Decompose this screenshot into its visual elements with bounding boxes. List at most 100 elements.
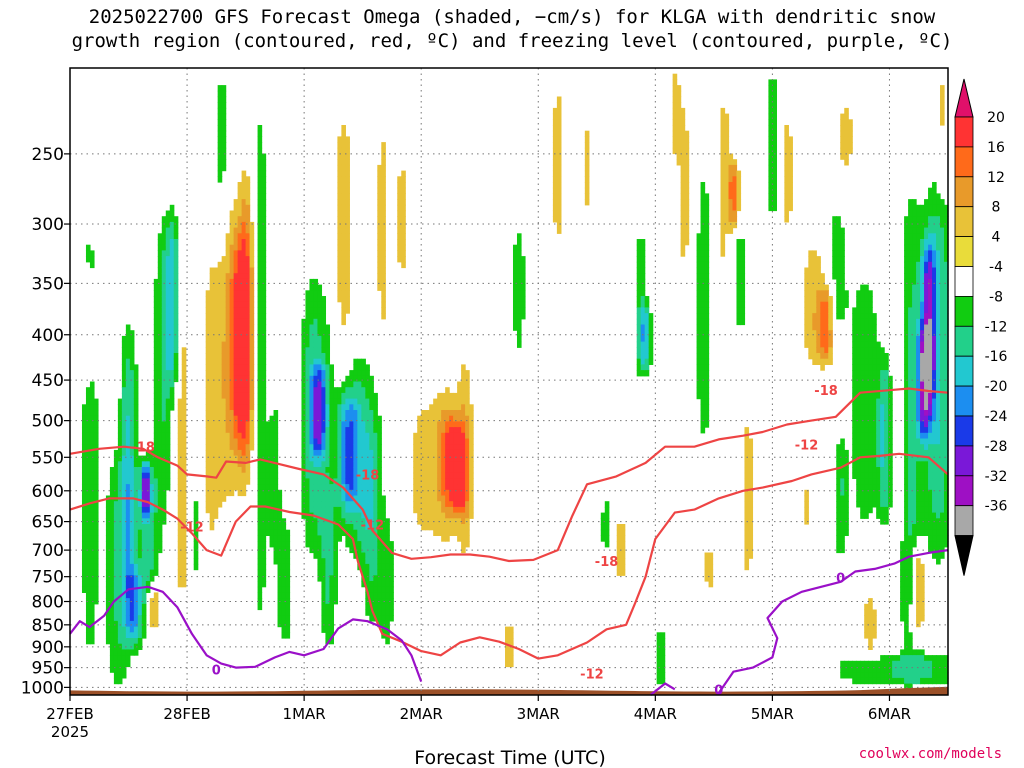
omega-cell (353, 461, 358, 468)
omega-cell (820, 353, 825, 360)
omega-cell (908, 632, 913, 639)
omega-cell (165, 239, 171, 246)
omega-cell (465, 432, 470, 440)
omega-cell (245, 455, 251, 462)
omega-cell (305, 370, 311, 377)
omega-cell (81, 581, 87, 588)
omega-cell (377, 541, 382, 548)
omega-cell (377, 227, 382, 234)
omega-cell (265, 472, 271, 479)
omega-cell (828, 324, 833, 331)
omega-cell (229, 415, 235, 422)
omega-cell (125, 569, 131, 576)
omega-cell (321, 370, 327, 377)
omega-cell (129, 330, 135, 337)
omega-cell (313, 432, 319, 440)
omega-cell (397, 244, 402, 251)
omega-cell (301, 398, 307, 405)
omega-cell (133, 626, 139, 633)
omega-cell (81, 512, 87, 519)
omega-cell (81, 484, 87, 491)
omega-cell (860, 318, 865, 326)
omega-cell (165, 427, 171, 434)
omega-cell (676, 85, 682, 92)
omega-cell (157, 353, 163, 360)
omega-cell (157, 415, 163, 422)
omega-cell (257, 216, 263, 223)
omega-cell (852, 330, 857, 337)
omega-cell (836, 524, 841, 531)
omega-cell (137, 609, 143, 616)
omega-cell (233, 244, 239, 251)
omega-cell (696, 353, 702, 360)
omega-cell (896, 660, 901, 668)
omega-cell (309, 381, 315, 388)
omega-cell (241, 489, 247, 497)
omega-cell (357, 552, 362, 559)
omega-cell (868, 324, 873, 331)
omega-cell (133, 467, 139, 474)
omega-cell (696, 375, 702, 383)
omega-cell (261, 461, 267, 468)
omega-cell (361, 563, 366, 571)
omega-cell (421, 455, 426, 462)
omega-cell (868, 677, 873, 685)
omega-cell (884, 404, 889, 411)
omega-cell (784, 176, 789, 183)
omega-cell (245, 284, 251, 291)
omega-cell (556, 147, 562, 155)
omega-cell (461, 375, 466, 383)
omega-cell (852, 455, 857, 462)
omega-cell (457, 444, 462, 451)
omega-cell (461, 370, 466, 377)
omega-cell (840, 250, 845, 257)
omega-cell (133, 432, 139, 440)
omega-cell (93, 541, 99, 548)
omega-cell (864, 307, 869, 314)
omega-cell (461, 364, 466, 371)
omega-cell (616, 558, 622, 565)
omega-cell (840, 461, 845, 468)
omega-cell (660, 677, 666, 685)
omega-cell (516, 284, 522, 291)
omega-cell (141, 472, 147, 479)
omega-cell (277, 615, 283, 622)
omega-cell (916, 358, 921, 365)
omega-cell (417, 415, 422, 422)
omega-cell (137, 638, 143, 645)
omega-cell (441, 472, 446, 479)
omega-cell (257, 153, 263, 160)
omega-cell (860, 301, 865, 308)
omega-cell (361, 432, 366, 440)
omega-cell (880, 398, 885, 405)
omega-cell (125, 455, 131, 462)
omega-cell (113, 501, 119, 508)
omega-cell (133, 472, 139, 479)
omega-cell (217, 119, 223, 126)
omega-cell (121, 518, 127, 525)
omega-cell (912, 518, 917, 525)
omega-cell (441, 489, 446, 497)
omega-cell (329, 558, 334, 565)
omega-cell (153, 455, 159, 462)
omega-cell (333, 410, 338, 417)
omega-cell (852, 438, 857, 445)
omega-cell (125, 609, 131, 616)
omega-cell (820, 273, 825, 280)
omega-cell (469, 461, 474, 468)
omega-cell (305, 404, 311, 411)
omega-cell (89, 256, 95, 263)
omega-cell (241, 472, 247, 479)
omega-cell (377, 432, 382, 440)
omega-cell (888, 501, 893, 508)
omega-cell (213, 387, 219, 394)
omega-cell (117, 632, 123, 639)
omega-cell (209, 478, 215, 485)
omega-cell (345, 484, 350, 491)
omega-cell (145, 478, 151, 485)
omega-cell (117, 586, 123, 593)
omega-cell (333, 552, 338, 559)
omega-cell (900, 586, 905, 593)
omega-cell (704, 239, 710, 246)
omega-cell (868, 501, 873, 508)
